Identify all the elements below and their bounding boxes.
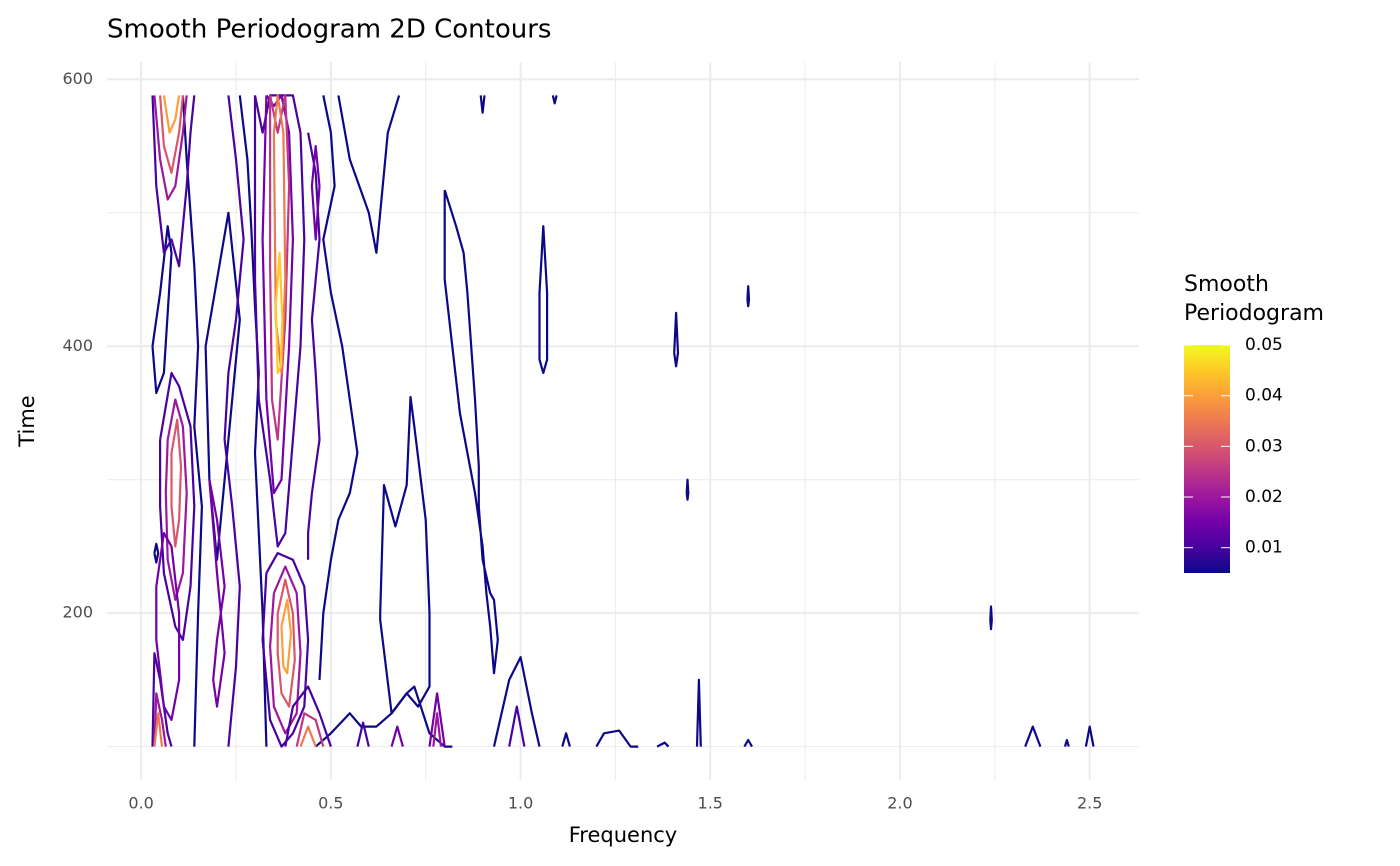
y-tick-label: 600 bbox=[62, 69, 93, 88]
x-tick-label: 1.5 bbox=[698, 794, 723, 813]
contour-line bbox=[695, 678, 702, 747]
contour-line bbox=[337, 95, 401, 254]
contour-line bbox=[538, 225, 549, 375]
contour-line bbox=[284, 685, 332, 747]
contour-line bbox=[159, 371, 196, 641]
contour-line bbox=[164, 398, 188, 601]
contour-line bbox=[208, 479, 226, 708]
contour-line bbox=[746, 285, 751, 308]
colorbar-label: 0.03 bbox=[1245, 436, 1283, 456]
x-tick-label: 0.5 bbox=[318, 794, 343, 813]
colorbar-label: 0.05 bbox=[1245, 335, 1283, 355]
contour-line bbox=[159, 95, 184, 174]
contour-line bbox=[151, 225, 173, 395]
contour-line bbox=[318, 95, 359, 680]
colorbar-label: 0.04 bbox=[1245, 386, 1283, 406]
contour-line bbox=[261, 552, 310, 748]
contour-line bbox=[253, 94, 306, 548]
contour-line bbox=[155, 532, 181, 721]
x-tick-label: 2.0 bbox=[887, 794, 912, 813]
contour-line bbox=[299, 725, 317, 747]
x-tick-label: 2.5 bbox=[1077, 794, 1102, 813]
contour-line bbox=[276, 578, 296, 708]
contour-line bbox=[1063, 738, 1070, 747]
contour-line bbox=[989, 605, 993, 631]
contour-line bbox=[269, 565, 302, 735]
contour-line bbox=[390, 725, 404, 747]
contour-line bbox=[443, 189, 499, 675]
contour-line bbox=[307, 132, 321, 560]
contour-line bbox=[274, 251, 284, 375]
contour-line bbox=[153, 542, 160, 564]
contour-line bbox=[508, 705, 526, 747]
contour-line bbox=[151, 95, 196, 268]
contour-line bbox=[656, 741, 670, 748]
contour-line bbox=[356, 721, 370, 747]
x-tick-label: 0.0 bbox=[128, 794, 153, 813]
contour-line bbox=[223, 95, 245, 747]
contour-line bbox=[280, 598, 293, 675]
contour-line bbox=[551, 95, 558, 105]
contour-line bbox=[743, 738, 753, 748]
y-tick-label: 400 bbox=[62, 336, 93, 355]
contour-line bbox=[492, 656, 541, 747]
x-axis-title: Frequency bbox=[569, 823, 678, 847]
contour-line bbox=[479, 95, 486, 114]
contour-line bbox=[561, 732, 571, 747]
y-tick-label: 200 bbox=[62, 603, 93, 622]
contour-line bbox=[685, 478, 690, 501]
legend-title: Smooth Periodogram bbox=[1184, 272, 1324, 326]
contour-line bbox=[673, 311, 680, 368]
contour-line bbox=[310, 145, 321, 241]
contour-line bbox=[162, 95, 181, 134]
contour-line bbox=[153, 712, 164, 747]
colorbar-label: 0.02 bbox=[1245, 487, 1283, 507]
contour-line bbox=[269, 94, 291, 441]
y-axis-title: Time bbox=[15, 395, 39, 447]
contour-line bbox=[295, 712, 325, 747]
contour-line bbox=[428, 692, 446, 747]
x-tick-label: 1.0 bbox=[508, 794, 533, 813]
colorbar-label: 0.01 bbox=[1245, 538, 1283, 558]
contour-line bbox=[432, 712, 442, 747]
contour-line bbox=[1084, 725, 1095, 747]
chart-title: Smooth Periodogram 2D Contours bbox=[107, 15, 551, 45]
contour-line bbox=[595, 729, 639, 748]
contour-line bbox=[1024, 725, 1042, 747]
contour-line bbox=[170, 418, 183, 548]
colorbar bbox=[1184, 345, 1230, 573]
contour-line bbox=[153, 95, 188, 201]
contour-line bbox=[153, 692, 167, 747]
contour-line bbox=[379, 395, 431, 715]
